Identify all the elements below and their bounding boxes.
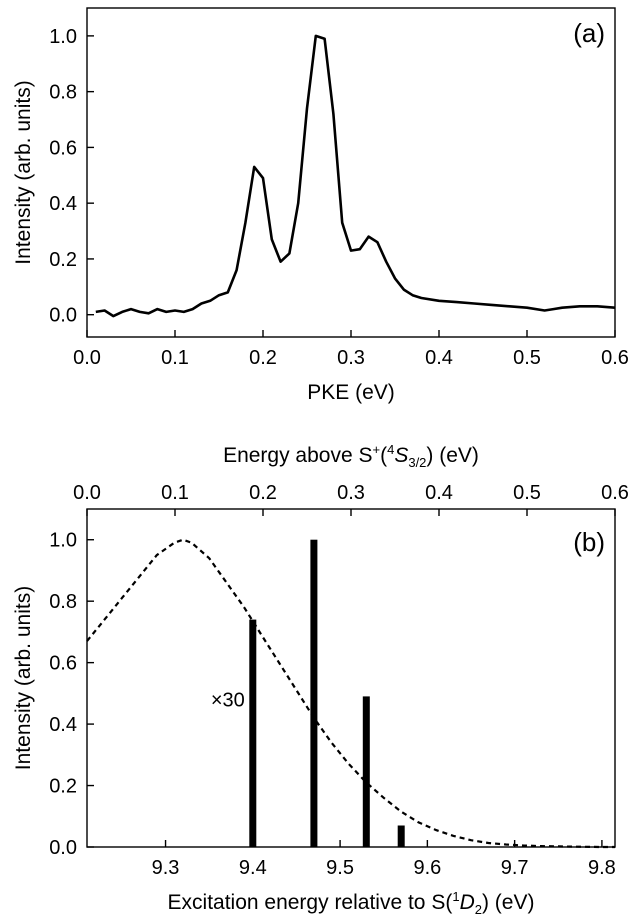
panel-a-y-tick-label: 0.6 <box>49 137 77 159</box>
panel-a-x-tick-label: 0.2 <box>249 347 277 369</box>
panel-b-curve-group <box>86 538 615 849</box>
panel-b-bottom-axis-title: Excitation energy relative to S(1D2) (eV… <box>168 889 535 917</box>
panel-b-y-tick-label: 0.8 <box>49 591 77 613</box>
b-xlabel-italic: D <box>460 891 475 914</box>
panel-a-x-axis-title: PKE (eV) <box>307 381 395 404</box>
panel-b-bottom-tick-label: 9.6 <box>413 857 441 879</box>
panel-a-x-tick-label: 0.6 <box>601 347 629 369</box>
b-x2label-paren: ( <box>380 444 387 467</box>
panel-a-spectrum-line <box>95 34 616 318</box>
panel-b-frame <box>86 508 616 848</box>
b-xlabel-part2: ) (eV) <box>482 891 535 914</box>
panel-b-bottom-tick-label: 9.7 <box>501 857 529 879</box>
panel-a-x-tick-label: 0.3 <box>337 347 365 369</box>
panel-a-axes-group: 0.0 0.1 0.2 0.3 0.4 0.5 0.6 0.0 0.2 0.4 0.6 0.8 1.0 <box>49 7 629 369</box>
panel-b-top-tick-label: 0.6 <box>601 482 629 504</box>
panel-b-top-tick-label: 0.4 <box>425 482 453 504</box>
b-x2label-italic: S <box>394 444 408 467</box>
panel-b-bar-chart: 9.3 9.4 9.5 9.6 9.7 9.8 0.0 0.1 0.2 0.3 0.4 0.5 0.6 0… <box>12 442 629 917</box>
panel-b-y-tick-label: 0.4 <box>49 714 77 736</box>
panel-b-bars-group <box>249 539 405 847</box>
panel-b-dashed-curve <box>86 538 615 849</box>
panel-b-top-tick-label: 0.0 <box>73 482 101 504</box>
panel-b-top-tick-label: 0.2 <box>249 482 277 504</box>
panel-b-bottom-tick-label: 9.3 <box>152 857 180 879</box>
panel-a-y-tick-label: 0.0 <box>49 305 77 327</box>
panel-b-bar <box>362 696 370 847</box>
panel-b-axes-group: 9.3 9.4 9.5 9.6 9.7 9.8 0.0 0.1 0.2 0.3 0.4 0.5 0.6 0… <box>49 482 629 879</box>
panel-a-y-tick-label: 1.0 <box>49 26 77 48</box>
panel-b-y-axis-title: Intensity (arb. units) <box>12 586 35 770</box>
panel-b-top-axis-title: Energy above S+(4S3/2) (eV) <box>223 442 479 470</box>
b-xlabel-part1: Excitation energy relative to S( <box>168 891 453 914</box>
panel-b-bottom-tick-label: 9.8 <box>588 857 616 879</box>
b-x2label-sub: 3/2 <box>408 455 426 470</box>
panel-a-series-group <box>95 34 616 318</box>
panel-a-y-tick-label: 0.8 <box>49 82 77 104</box>
panel-b-top-tick-label: 0.3 <box>337 482 365 504</box>
panel-a-frame <box>86 7 616 338</box>
panel-b-bar <box>310 539 318 847</box>
panel-a-label: (a) <box>573 18 605 48</box>
panel-a-spectrum-chart: 0.0 0.1 0.2 0.3 0.4 0.5 0.60.00.20.40.60.81.0 … <box>12 7 629 404</box>
panel-b-top-tick-label: 0.1 <box>161 482 189 504</box>
panel-a-x-tick-label: 0.5 <box>513 347 541 369</box>
panel-b-bar <box>397 825 405 847</box>
panel-b-y-tick-label: 1.0 <box>49 530 77 552</box>
panel-b-top-tick-label: 0.5 <box>513 482 541 504</box>
b-xlabel-sup: 1 <box>452 889 459 904</box>
panel-b-y-tick-label: 0.2 <box>49 776 77 798</box>
b-x2label-part2: ) (eV) <box>426 444 479 467</box>
panel-b-y-tick-label: 0.0 <box>49 837 77 859</box>
b-x2label-part1: Energy above S <box>223 444 372 467</box>
panel-b-scale-annotation: ×30 <box>211 690 245 712</box>
panel-b-bottom-tick-label: 9.4 <box>239 857 267 879</box>
panel-a-x-tick-label: 0.0 <box>73 347 101 369</box>
panel-a-y-tick-label: 0.4 <box>49 193 77 215</box>
panel-a-x-tick-label: 0.4 <box>425 347 453 369</box>
panel-b-y-tick-label: 0.6 <box>49 653 77 675</box>
panel-a-y-axis-title: Intensity (arb. units) <box>12 80 35 264</box>
panel-a-x-tick-label: 0.1 <box>161 347 189 369</box>
b-xlabel-sub: 2 <box>475 902 482 917</box>
panel-b-label: (b) <box>573 527 605 557</box>
b-x2label-sup1: + <box>373 442 381 457</box>
b-x2label-sup2: 4 <box>387 442 394 457</box>
panel-b-bottom-tick-label: 9.5 <box>326 857 354 879</box>
panel-a-y-tick-label: 0.2 <box>49 249 77 271</box>
panel-b-bar <box>249 619 257 847</box>
